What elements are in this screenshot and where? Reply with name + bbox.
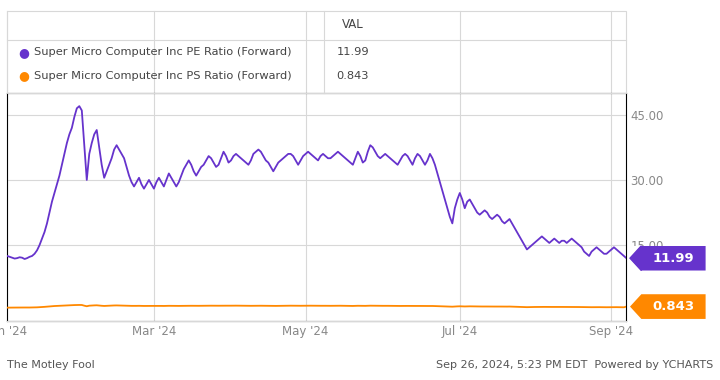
Polygon shape [630,246,642,271]
Text: 0.843: 0.843 [653,300,695,313]
Text: VAL: VAL [342,18,364,31]
Text: 11.99: 11.99 [653,252,695,265]
Text: 11.99: 11.99 [651,252,693,265]
Text: 0.843: 0.843 [650,300,693,313]
Text: Super Micro Computer Inc PE Ratio (Forward): Super Micro Computer Inc PE Ratio (Forwa… [34,48,292,57]
Text: ●: ● [18,46,29,59]
Text: The Motley Fool: The Motley Fool [7,361,95,370]
Text: Sep 26, 2024, 5:23 PM EDT  Powered by YCHARTS: Sep 26, 2024, 5:23 PM EDT Powered by YCH… [436,361,713,370]
Text: Super Micro Computer Inc PS Ratio (Forward): Super Micro Computer Inc PS Ratio (Forwa… [34,71,292,81]
Text: 0.843: 0.843 [336,71,369,81]
Text: 11.99: 11.99 [336,48,369,57]
Polygon shape [630,246,706,271]
Text: ●: ● [18,70,29,82]
Polygon shape [630,294,706,319]
